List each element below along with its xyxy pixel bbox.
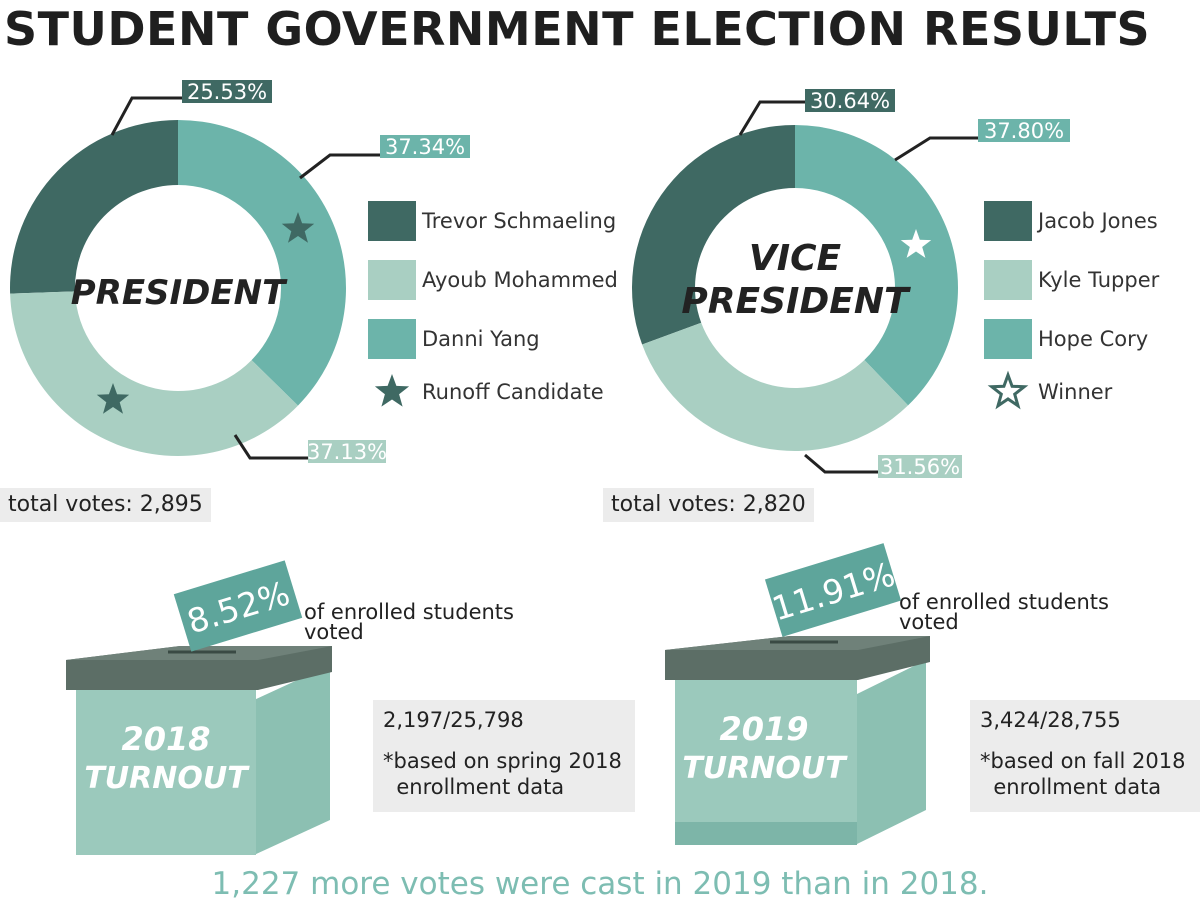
legend-swatch [368,260,416,300]
turnout-label: TURNOUT [682,751,848,786]
box-front [76,688,256,855]
donut-slice-danni-yang [178,120,347,406]
winner-star-icon [900,229,932,258]
legend-label: Danni Yang [422,327,540,351]
winner-star-icon [987,370,1029,410]
label-bg [878,455,962,478]
runoff-star-icon [281,212,315,243]
total-votes-president: total votes: 2,895 [0,488,211,522]
turnout-year: 2019 [719,710,808,748]
leader-line [894,136,980,162]
center-label-president: PRESIDENT [71,273,288,313]
center-label-president-2: PRESIDENT [681,281,911,322]
slice-label: 31.56% [880,455,960,479]
box-base [675,822,857,845]
donut-slice-trevor-schmaeling [10,120,178,294]
page-title: STUDENT GOVERNMENT ELECTION RESULTS [4,2,1151,56]
label-bg [978,119,1070,142]
slice-label: 37.13% [307,440,387,464]
ballot-2018: 8.52% [173,560,303,652]
turnout-year: 2018 [121,720,210,758]
leader-line [110,96,184,136]
legend-label: Kyle Tupper [1038,268,1160,292]
slice-label: 25.53% [187,80,267,104]
turnout-label: TURNOUT [84,761,250,796]
box-side [254,665,330,855]
legend-swatch [984,319,1032,359]
enrolled-caption-2018: of enrolled students voted [304,600,514,644]
leader-line [804,453,880,474]
legend-label: Runoff Candidate [422,380,604,404]
vice-president-labels: 30.64% 37.80% 31.56% [738,89,1070,479]
legend-label: Trevor Schmaeling [421,209,616,233]
vote-ratio: 3,424/28,755 [980,708,1121,732]
leader-line [233,434,308,460]
label-bg [182,80,272,103]
slice-label: 30.64% [810,89,890,113]
enrollment-info-2019: 3,424/28,755 *based on fall 2018 enrollm… [970,700,1200,812]
label-bg [308,440,386,463]
legend-swatch [368,201,416,241]
donut-slice-hope-cory [795,125,958,406]
president-legend: Trevor Schmaeling Ayoub Mohammed Danni Y… [368,201,618,407]
legend-label: Ayoub Mohammed [422,268,618,292]
total-votes-vice-president: total votes: 2,820 [603,488,814,522]
enrollment-note: *based on spring 2018 enrollment data [383,749,622,799]
donut-slice-kyle-tupper [642,322,909,451]
donut-slice-jacob-jones [632,125,795,345]
legend-swatch [984,260,1032,300]
label-bg [380,135,470,158]
enrollment-note: *based on fall 2018 enrollment data [980,749,1186,799]
legend-swatch [984,201,1032,241]
footer-note: 1,227 more votes were cast in 2019 than … [211,866,989,902]
vice-president-donut [632,125,958,451]
leader-line [738,100,805,136]
ballot-2019: 11.91% [764,543,902,637]
vice-president-legend: Jacob Jones Kyle Tupper Hope Cory Winner [984,201,1160,410]
legend-label: Jacob Jones [1036,209,1158,233]
slice-label: 37.34% [385,135,465,159]
legend-label: Hope Cory [1038,327,1148,351]
slice-label: 37.80% [984,119,1064,143]
runoff-star-icon [96,383,130,414]
vote-ratio: 2,197/25,798 [383,708,524,732]
president-donut [10,120,347,457]
legend-swatch [368,319,416,359]
runoff-star-icon [374,374,410,407]
box-front [675,678,857,845]
enrolled-caption-2019: of enrolled students voted [899,590,1109,634]
ballot-box-2019: 11.91% 2019 TURNOUT [665,543,930,845]
enrollment-info-2018: 2,197/25,798 *based on spring 2018 enrol… [373,700,635,812]
ballot-box-2018: 8.52% 2018 TURNOUT [66,560,332,855]
legend-label: Winner [1038,380,1113,404]
center-label-vice: VICE [749,238,842,279]
president-labels: 25.53% 37.34% 37.13% [110,80,470,464]
label-bg [805,89,895,112]
leader-line [299,153,380,180]
box-side [855,660,926,845]
donut-slice-ayoub-mohammed [10,291,298,457]
